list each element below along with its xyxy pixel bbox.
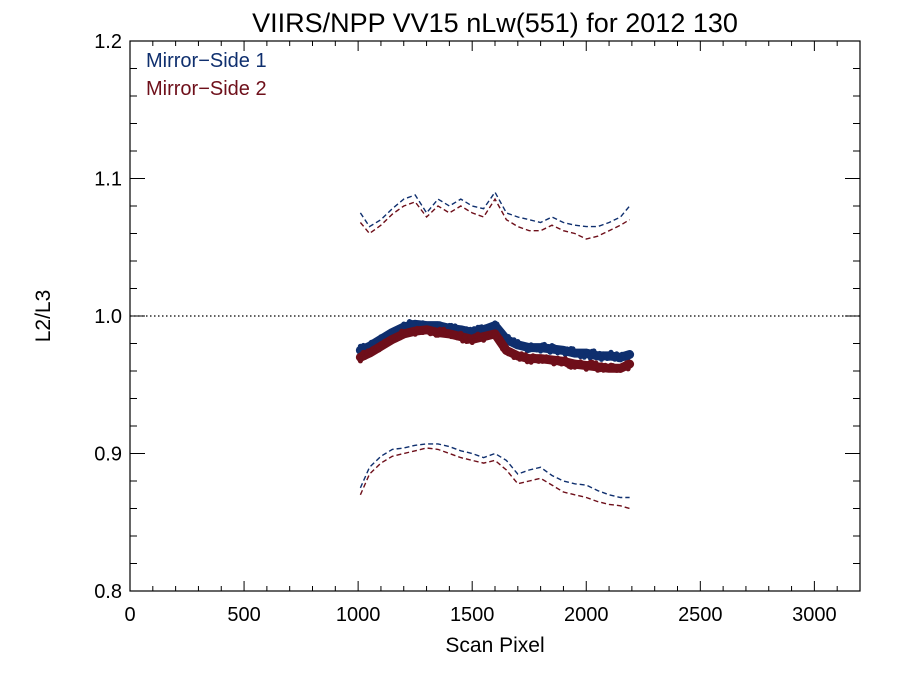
y-tick-label: 1.1: [94, 169, 122, 191]
mean-point: [597, 367, 603, 373]
mean-point: [591, 348, 597, 354]
mean-point: [593, 360, 599, 366]
mean-point: [431, 328, 437, 334]
mean-point: [452, 330, 458, 336]
y-tick-label: 0.8: [94, 581, 122, 603]
x-tick-label: 3000: [792, 604, 837, 626]
mean-point: [376, 347, 382, 353]
mean-point: [458, 330, 464, 336]
mean-point: [547, 349, 553, 355]
mean-point: [608, 349, 614, 355]
mean-point: [410, 321, 416, 327]
legend: Mirror−Side 1 Mirror−Side 2: [146, 50, 267, 100]
mean-point: [570, 346, 576, 352]
x-tick-label: 0: [124, 604, 135, 626]
legend-entry-mirror-side-1: Mirror−Side 1: [146, 50, 267, 72]
mean-point: [469, 339, 475, 345]
mean-point: [566, 350, 572, 356]
x-tick-label: 2500: [678, 604, 723, 626]
mean-point: [581, 354, 587, 360]
mean-point: [496, 339, 502, 345]
mean-point: [583, 366, 589, 372]
mean-point: [598, 362, 605, 368]
chart-title: VIIRS/NPP VV15 nLw(551) for 2012 130: [252, 8, 738, 38]
y-tick-label: 1.0: [94, 306, 122, 328]
mean-point: [564, 346, 570, 352]
mean-point: [524, 359, 530, 365]
mean-point: [579, 349, 586, 355]
mean-point: [522, 343, 529, 349]
mean-point: [498, 335, 504, 341]
lower-bound-line-mirror-side-2: [359, 447, 630, 510]
mean-point: [625, 355, 631, 361]
mean-point: [397, 335, 403, 341]
mean-point: [587, 355, 593, 361]
y-tick-label: 1.2: [94, 31, 122, 53]
mean-point: [555, 355, 561, 361]
mean-point: [555, 350, 561, 356]
y-tick-label: 0.9: [94, 444, 122, 466]
mean-point: [387, 339, 393, 345]
x-tick-label: 500: [227, 604, 260, 626]
mean-point: [581, 361, 587, 367]
plot-area: 0 500 1000 1500 2000 2500 3000 0.8 0.9 1.0 1.1 1.2: [94, 31, 861, 626]
upper-bound-line-mirror-side-1: [359, 190, 631, 228]
mean-point: [441, 326, 447, 332]
mean-point: [532, 353, 538, 360]
mean-point: [452, 323, 458, 329]
mean-point: [435, 332, 441, 338]
mean-point: [362, 354, 368, 360]
mean-point: [624, 360, 630, 366]
mean-point: [496, 325, 502, 331]
mean-point: [583, 348, 589, 354]
x-tick-label: 2000: [564, 604, 609, 626]
mean-point: [528, 359, 534, 365]
x-axis-title: Scan Pixel: [445, 634, 544, 657]
mean-point: [378, 334, 384, 340]
mean-points-mirror-side-2: [357, 325, 631, 373]
mean-point: [553, 360, 559, 366]
mean-point: [612, 356, 618, 362]
x-tick-label: 1500: [450, 604, 495, 626]
mean-point: [462, 334, 468, 340]
mean-point: [405, 323, 411, 329]
mean-point: [357, 358, 363, 364]
mean-point: [538, 348, 544, 354]
mean-point: [597, 350, 603, 357]
mean-point: [437, 321, 443, 327]
mean-point: [500, 329, 506, 335]
legend-entry-mirror-side-2: Mirror−Side 2: [146, 78, 267, 100]
mean-point: [617, 357, 624, 363]
y-axis-title: L2/L3: [32, 290, 55, 343]
x-tick-label: 1000: [336, 604, 381, 626]
mean-point: [562, 356, 568, 362]
mean-point: [505, 334, 511, 340]
upper-bound-line-mirror-side-2: [359, 197, 630, 240]
lower-bound-line-mirror-side-1: [359, 443, 630, 499]
mean-point: [614, 351, 620, 357]
mean-point: [412, 331, 418, 337]
mean-point: [598, 356, 605, 362]
mean-point: [526, 347, 532, 353]
mean-point: [625, 366, 631, 372]
mean-point: [522, 352, 529, 358]
